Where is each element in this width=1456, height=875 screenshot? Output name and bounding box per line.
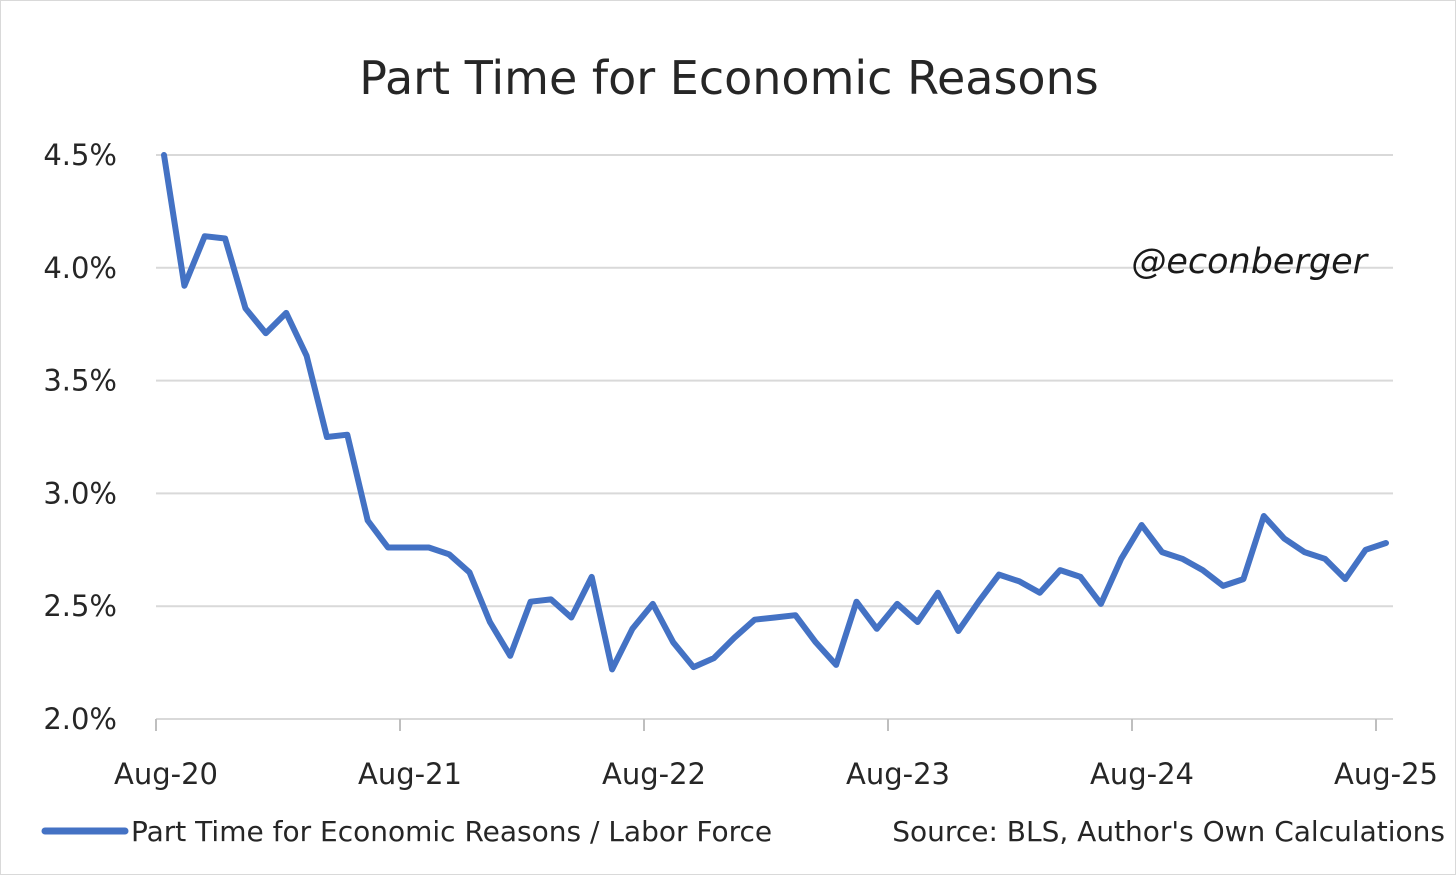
data-point xyxy=(1078,574,1084,580)
data-point xyxy=(854,599,860,605)
y-tick-label: 4.5% xyxy=(43,138,117,172)
data-point xyxy=(243,305,249,311)
data-point xyxy=(1037,590,1043,596)
x-tick-label: Aug-22 xyxy=(602,757,706,791)
x-tick-label: Aug-20 xyxy=(114,757,218,791)
legend: Part Time for Economic Reasons / Labor F… xyxy=(41,815,772,848)
data-point xyxy=(487,619,493,625)
data-point xyxy=(446,551,452,557)
data-point xyxy=(996,572,1002,578)
data-point xyxy=(894,601,900,607)
data-point xyxy=(1179,556,1185,562)
data-point xyxy=(202,233,208,239)
data-point xyxy=(548,596,554,602)
watermark-handle: @econberger xyxy=(1131,242,1369,282)
data-point xyxy=(1342,576,1348,582)
data-point xyxy=(426,545,432,551)
data-point xyxy=(1240,576,1246,582)
x-axis: Aug-20 Aug-21 Aug-22 Aug-23 Aug-24 Aug-25 xyxy=(114,719,1438,791)
data-point xyxy=(935,590,941,596)
y-tick-label: 3.5% xyxy=(43,364,117,398)
y-tick-label: 4.0% xyxy=(43,251,117,285)
data-point xyxy=(711,655,717,661)
data-point xyxy=(874,626,880,632)
data-point xyxy=(1118,556,1124,562)
data-point xyxy=(1302,549,1308,555)
data-point xyxy=(772,615,778,621)
series-line xyxy=(161,152,1389,673)
data-point xyxy=(589,574,595,580)
data-point xyxy=(568,615,574,621)
y-axis-ticks: 4.5% 4.0% 3.5% 3.0% 2.5% 2.0% xyxy=(43,138,117,736)
data-point xyxy=(609,666,615,672)
data-point xyxy=(1139,522,1145,528)
data-point xyxy=(813,639,819,645)
data-point xyxy=(161,152,167,158)
data-point xyxy=(1200,567,1206,573)
data-point xyxy=(1016,578,1022,584)
data-point xyxy=(1220,583,1226,589)
data-point xyxy=(263,330,269,336)
data-point xyxy=(1098,601,1104,607)
source-note: Source: BLS, Author's Own Calculations xyxy=(892,815,1445,848)
data-point xyxy=(283,310,289,316)
data-point xyxy=(365,518,371,524)
data-point xyxy=(833,662,839,668)
x-tick-label: Aug-23 xyxy=(846,757,950,791)
chart-title: Part Time for Economic Reasons xyxy=(359,51,1098,105)
data-point xyxy=(670,639,676,645)
data-point xyxy=(405,545,411,551)
data-point xyxy=(792,612,798,618)
data-point xyxy=(1281,536,1287,542)
data-point xyxy=(385,545,391,551)
data-point xyxy=(1261,513,1267,519)
data-point xyxy=(467,569,473,575)
y-tick-label: 2.0% xyxy=(43,702,117,736)
x-tick-label: Aug-24 xyxy=(1090,757,1194,791)
y-tick-label: 3.0% xyxy=(43,476,117,510)
data-point xyxy=(1057,567,1063,573)
legend-label: Part Time for Economic Reasons / Labor F… xyxy=(131,815,772,848)
data-point xyxy=(976,599,982,605)
data-point xyxy=(1363,547,1369,553)
data-point xyxy=(752,617,758,623)
data-point xyxy=(629,626,635,632)
data-point xyxy=(324,434,330,440)
data-point xyxy=(528,599,534,605)
data-point xyxy=(1322,556,1328,562)
data-point xyxy=(650,601,656,607)
data-point xyxy=(915,619,921,625)
data-point xyxy=(344,432,350,438)
data-point xyxy=(1159,549,1165,555)
data-point xyxy=(955,628,961,634)
data-point xyxy=(691,664,697,670)
data-point xyxy=(222,236,228,242)
data-point xyxy=(1383,540,1389,546)
data-point xyxy=(731,635,737,641)
x-tick-label: Aug-25 xyxy=(1334,757,1438,791)
data-point xyxy=(181,283,187,289)
series-layer xyxy=(161,152,1389,673)
y-tick-label: 2.5% xyxy=(43,589,117,623)
x-tick-label: Aug-21 xyxy=(358,757,462,791)
data-point xyxy=(304,353,310,359)
data-point xyxy=(507,653,513,659)
